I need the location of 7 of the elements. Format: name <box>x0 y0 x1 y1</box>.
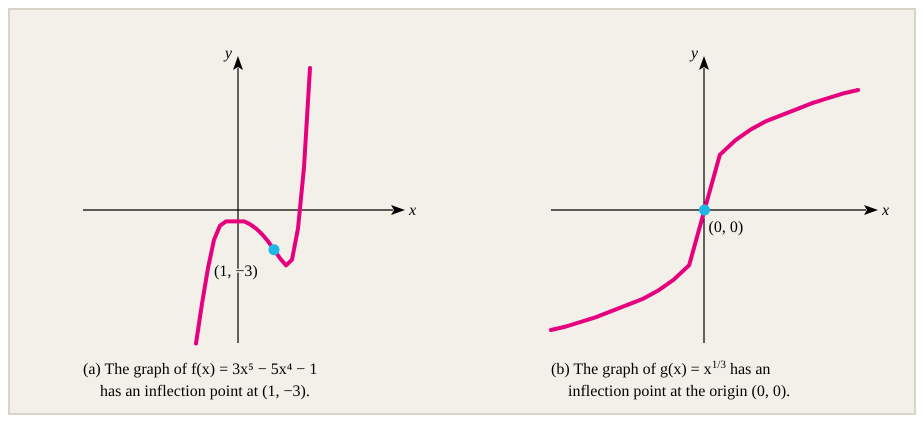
y-axis-title: y <box>688 45 699 62</box>
text: (a) The graph of f(x) = 3x⁵ − 5x⁴ − 1 has an inflection point at (1, −3). <box>83 361 318 400</box>
annotation: (0, 0) <box>708 219 744 236</box>
y-axis-title: y <box>222 45 233 62</box>
x-axis-title: x <box>408 202 416 219</box>
text: (b) The graph of g(x) = x$^{1/3}$ has an inflection point at the origin (0, 0). <box>551 359 790 400</box>
x-axis-title: x <box>881 202 890 219</box>
